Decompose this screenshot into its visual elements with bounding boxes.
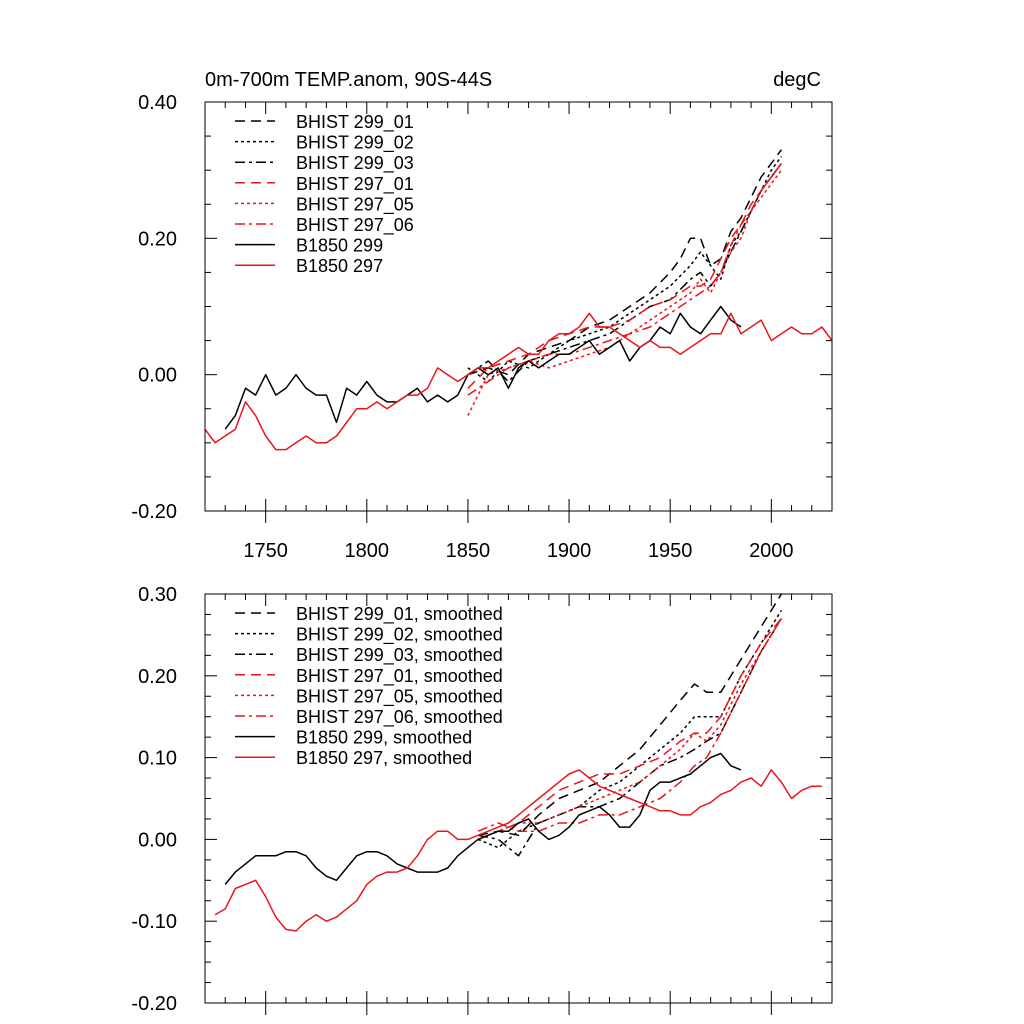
bottom-series-line-2 <box>477 618 783 857</box>
top-ytick-label: 0.00 <box>138 365 177 387</box>
bottom-legend-label: BHIST 297_01, smoothed <box>296 666 503 687</box>
top-series-line-4 <box>467 169 783 416</box>
bottom-series-line-4 <box>477 618 783 841</box>
bottom-ytick-label: 0.30 <box>138 584 177 606</box>
top-series-line-0 <box>467 149 783 376</box>
bottom-series-line-7 <box>214 769 822 932</box>
top-plot-frame <box>204 101 833 512</box>
top-legend-label: BHIST 297_01 <box>296 174 414 195</box>
bottom-legend-label: BHIST 299_01, smoothed <box>296 604 503 625</box>
bottom-ytick-label: -0.10 <box>131 911 177 933</box>
bottom-legend-label: BHIST 299_03, smoothed <box>296 645 503 666</box>
top-legend-label: B1850 299 <box>296 236 383 256</box>
bottom-legend-label: BHIST 297_05, smoothed <box>296 686 503 707</box>
bottom-ytick-label: 0.10 <box>138 748 177 770</box>
bottom-legend-label: BHIST 297_06, smoothed <box>296 707 503 728</box>
bottom-legend-label: B1850 297, smoothed <box>296 748 472 768</box>
top-legend-label: BHIST 299_01 <box>296 112 414 133</box>
bottom-legend-label: BHIST 299_02, smoothed <box>296 625 503 646</box>
bottom-legend-label: B1850 299, smoothed <box>296 728 472 748</box>
top-series-line-1 <box>467 156 783 383</box>
top-panel-title: 0m-700m TEMP.anom, 90S-44S <box>205 69 492 91</box>
top-panel-units: degC <box>773 69 821 91</box>
bottom-series-line-5 <box>477 618 783 832</box>
top-series-line-5 <box>467 162 783 396</box>
top-plot-area: -0.20 0.00 0.20 0.40 1750 1800 1850 1900 1950 200… <box>131 92 833 562</box>
top-ytick-label: 0.20 <box>138 228 177 250</box>
top-legend-label: B1850 297 <box>296 256 383 276</box>
top-series-line-6 <box>224 305 742 430</box>
top-xtick-label: 1900 <box>547 540 592 562</box>
bottom-plot-frame <box>204 593 833 1004</box>
top-series-line-3 <box>467 162 783 389</box>
bottom-plot-area: -0.20 -0.10 0.00 0.10 0.20 0.30 BHIST 299_01, … <box>131 584 833 1015</box>
top-ytick-label: -0.20 <box>131 501 177 523</box>
top-legend-label: BHIST 299_02 <box>296 133 414 154</box>
bottom-ytick-label: 0.20 <box>138 666 177 688</box>
bottom-series-line-1 <box>477 610 783 849</box>
top-panel: 0m-700m TEMP.anom, 90S-44S degC -0.20 0.0… <box>131 69 833 562</box>
top-xtick-label: 2000 <box>749 540 794 562</box>
top-xtick-label: 1850 <box>446 540 491 562</box>
top-legend-label: BHIST 299_03 <box>296 153 414 174</box>
top-series-line-7 <box>205 312 832 451</box>
bottom-series-line-6 <box>224 752 742 885</box>
top-xtick-label: 1800 <box>345 540 390 562</box>
top-ytick-label: 0.40 <box>138 92 177 114</box>
top-legend-label: BHIST 297_05 <box>296 194 414 215</box>
top-series-line-2 <box>467 162 783 383</box>
top-legend-label: BHIST 297_06 <box>296 215 414 236</box>
bottom-series-line-3 <box>477 618 782 841</box>
bottom-ytick-label: 0.00 <box>138 829 177 851</box>
top-xtick-label: 1950 <box>648 540 693 562</box>
top-xtick-label: 1750 <box>243 540 288 562</box>
bottom-ytick-label: -0.20 <box>131 993 177 1015</box>
bottom-panel: -0.20 -0.10 0.00 0.10 0.20 0.30 BHIST 299_01, … <box>131 584 833 1015</box>
